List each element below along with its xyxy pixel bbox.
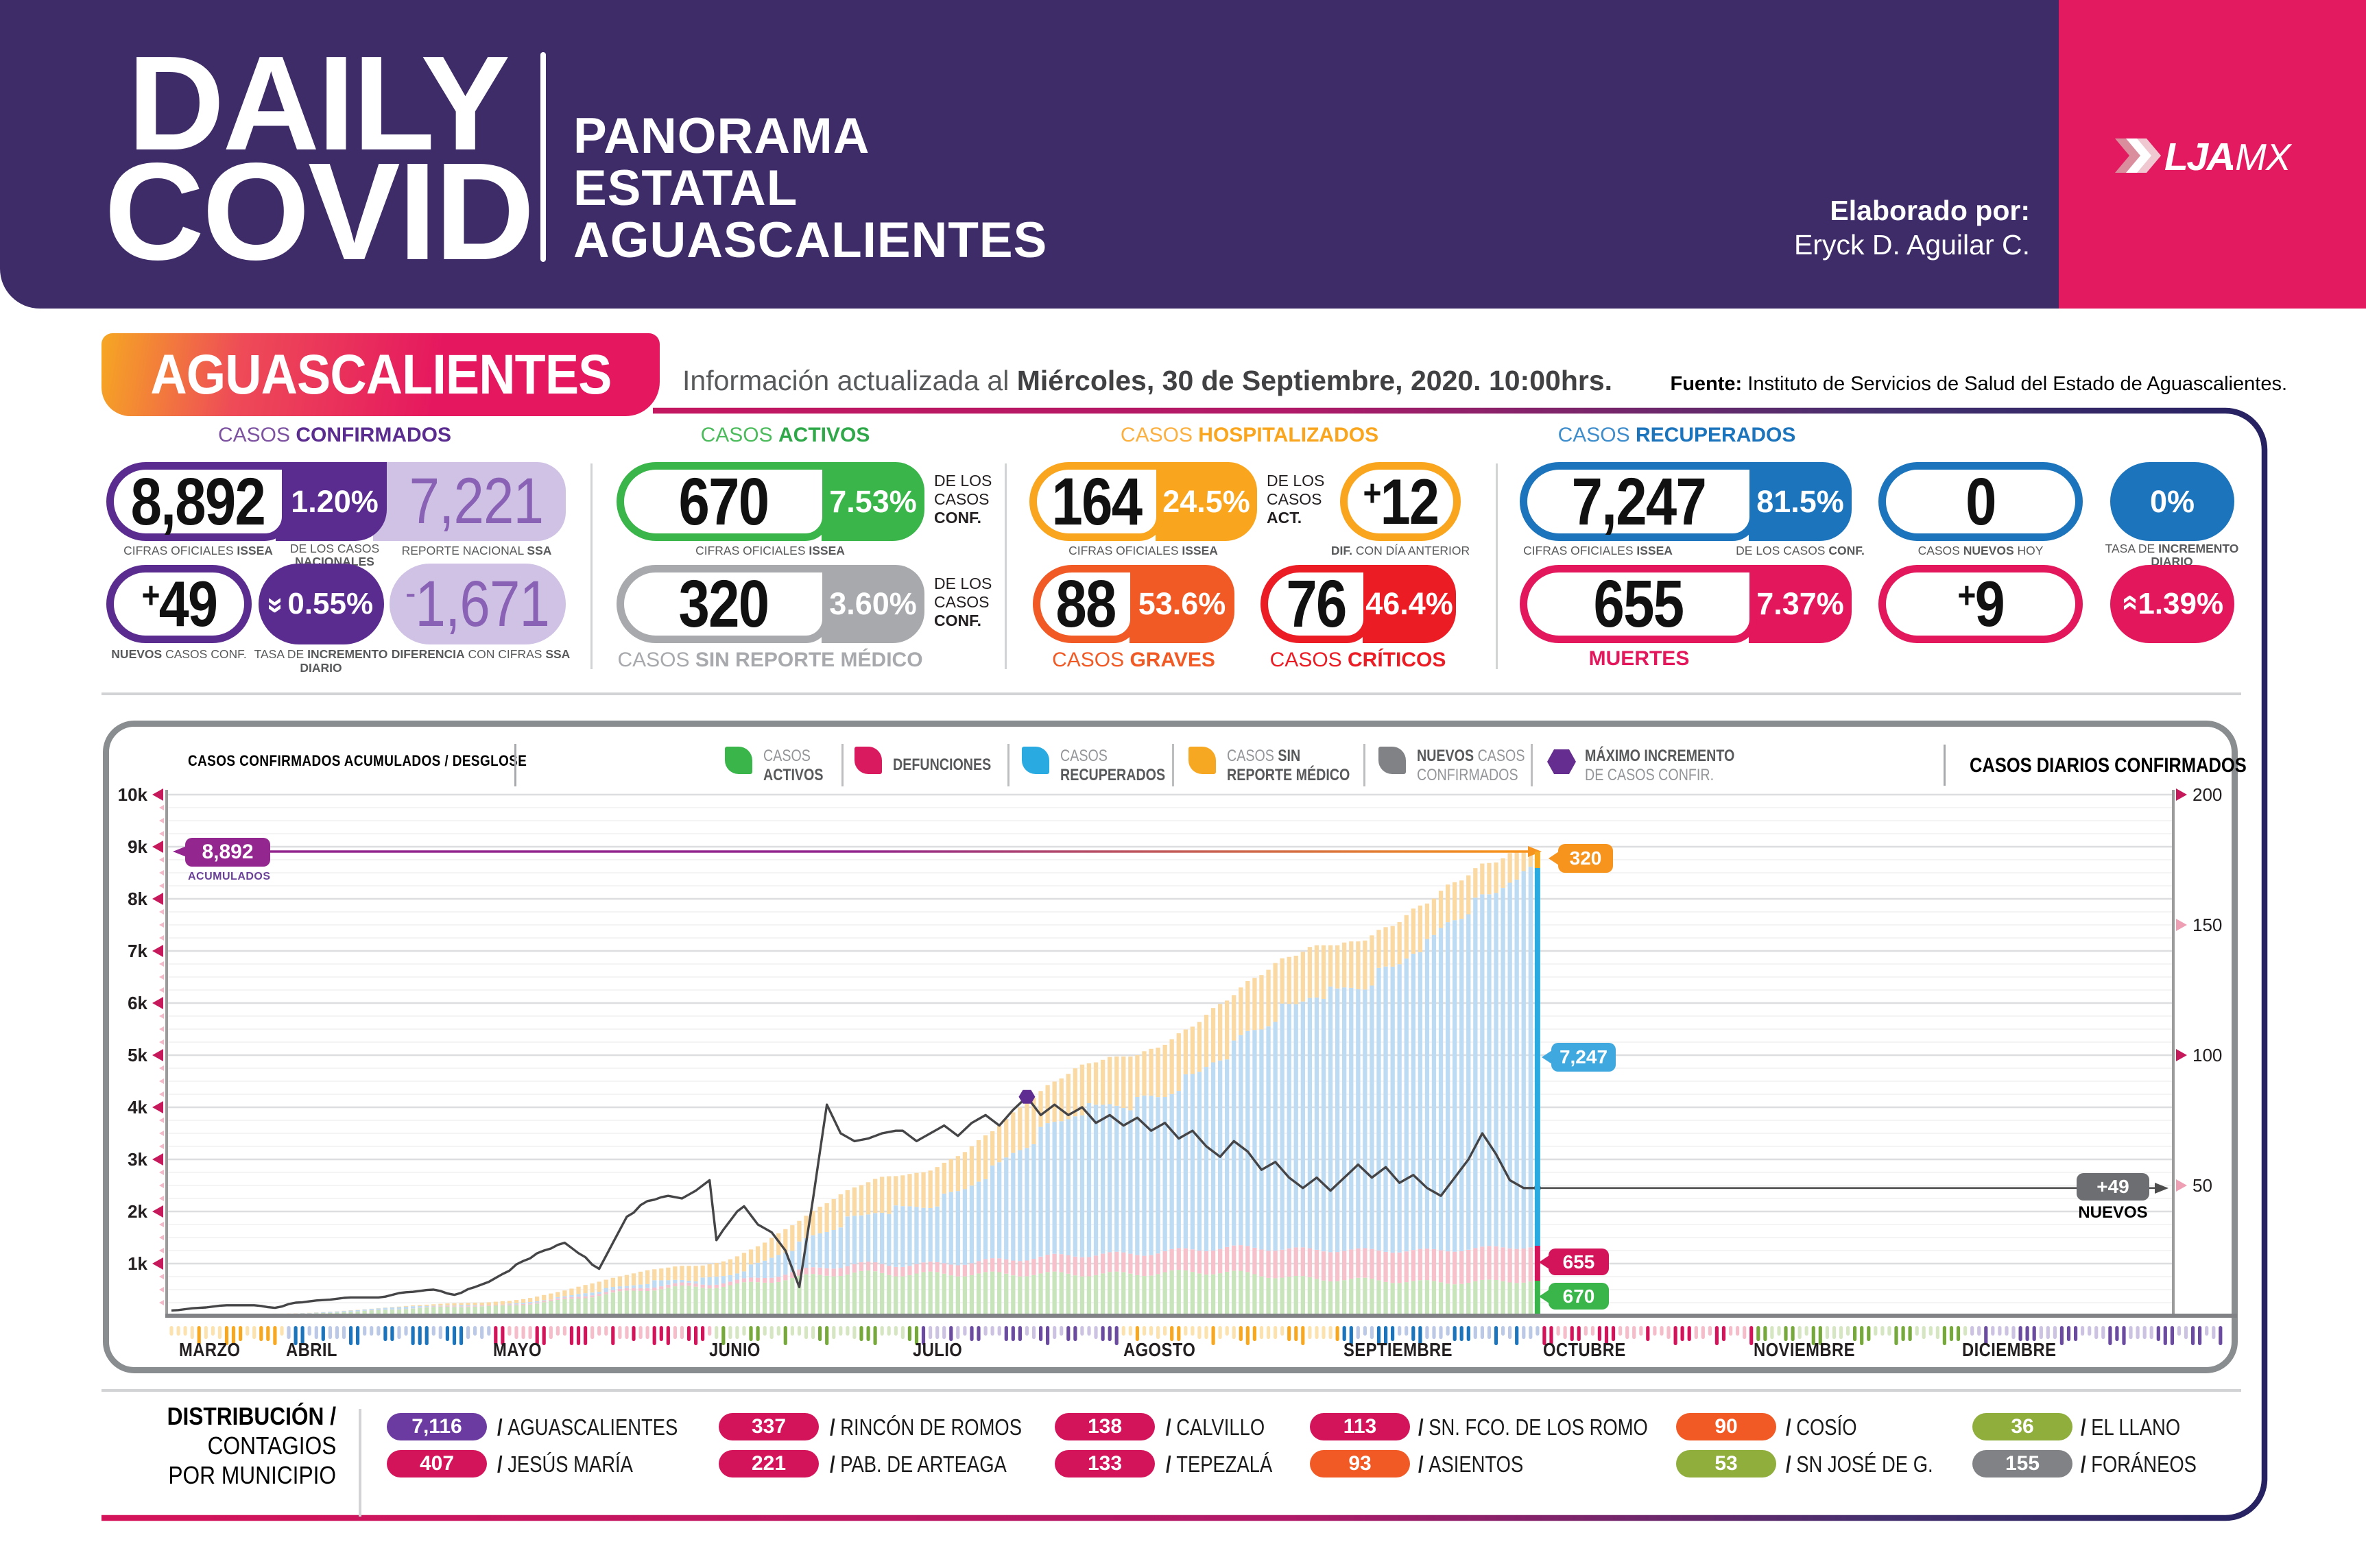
svg-text:6k: 6k <box>128 993 147 1013</box>
svg-text:8k: 8k <box>128 889 147 909</box>
svg-text:MX: MX <box>2235 136 2293 177</box>
svg-text:5k: 5k <box>128 1045 147 1065</box>
svg-text:.: . <box>2226 141 2235 177</box>
svg-text:7k: 7k <box>128 941 147 961</box>
svg-text:50: 50 <box>2192 1175 2212 1196</box>
svg-text:2k: 2k <box>128 1201 147 1222</box>
svg-text:10k: 10k <box>118 784 148 805</box>
svg-text:100: 100 <box>2192 1045 2222 1065</box>
svg-text:200: 200 <box>2192 784 2222 805</box>
svg-text:9k: 9k <box>128 836 147 857</box>
svg-text:LJA: LJA <box>2164 135 2233 177</box>
svg-text:3k: 3k <box>128 1149 147 1170</box>
svg-text:1k: 1k <box>128 1253 147 1274</box>
svg-text:4k: 4k <box>128 1097 147 1118</box>
svg-text:150: 150 <box>2192 915 2222 935</box>
